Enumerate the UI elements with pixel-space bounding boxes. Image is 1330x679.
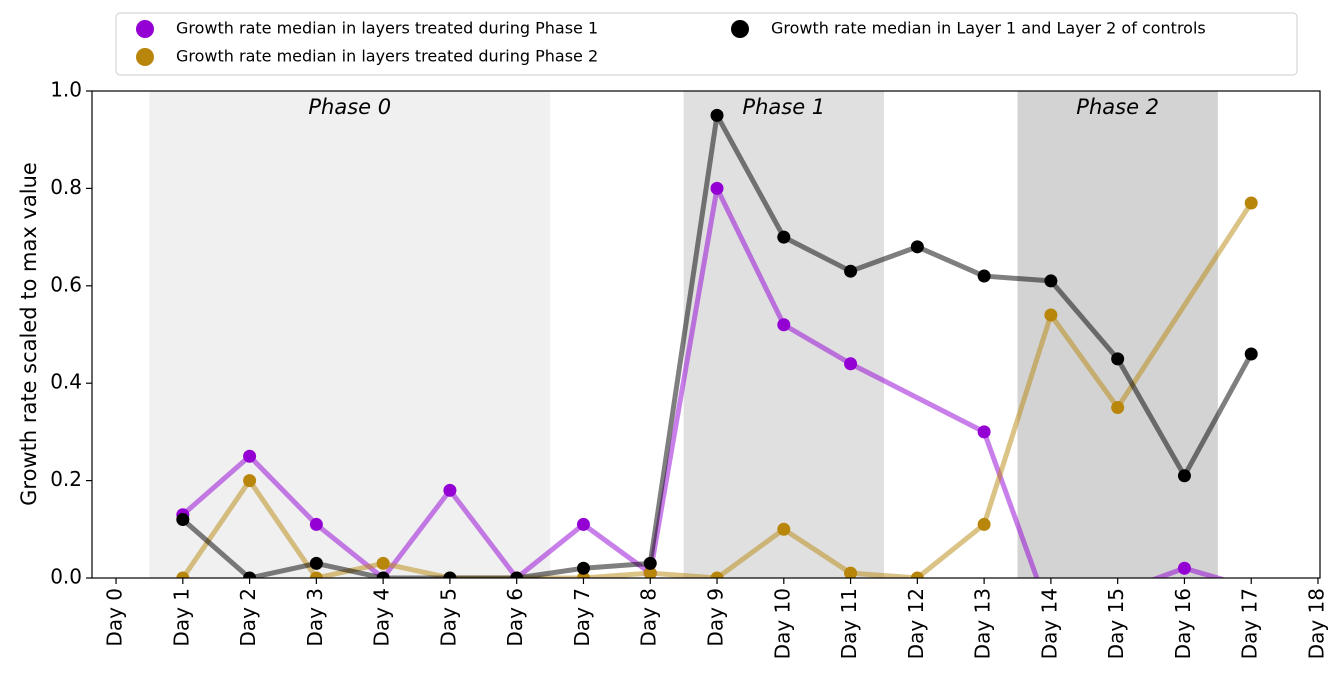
y-tick-label: 0.4 xyxy=(50,370,82,394)
x-tick-label: Day 6 xyxy=(503,588,527,647)
x-tick-label: Day 2 xyxy=(236,588,260,647)
data-point xyxy=(977,425,991,439)
data-point xyxy=(176,571,190,578)
data-point xyxy=(977,517,991,531)
x-tick-label: Day 0 xyxy=(103,588,127,647)
phase-span xyxy=(683,91,884,578)
x-tick-label: Day 8 xyxy=(637,588,661,647)
x-tick-label: Day 3 xyxy=(303,588,327,647)
legend-label: Growth rate median in layers treated dur… xyxy=(176,47,598,66)
plot-background xyxy=(149,91,1218,578)
x-tick-label: Day 15 xyxy=(1104,588,1128,659)
x-tick-label: Day 9 xyxy=(704,588,728,647)
phase-span xyxy=(149,91,551,578)
data-point xyxy=(1244,347,1258,361)
legend-marker xyxy=(136,20,154,38)
data-point xyxy=(510,571,524,578)
data-point xyxy=(1244,196,1258,210)
phase-span xyxy=(1017,91,1218,578)
data-point xyxy=(309,571,323,578)
data-point xyxy=(309,556,323,570)
data-point xyxy=(977,269,991,283)
y-tick-label: 1.0 xyxy=(50,78,82,102)
data-point xyxy=(710,108,724,122)
plot-marks xyxy=(176,108,1258,578)
data-point xyxy=(309,517,323,531)
data-point xyxy=(576,517,590,531)
x-tick-label: Day 1 xyxy=(169,588,193,647)
legend-label: Growth rate median in layers treated dur… xyxy=(176,19,598,38)
y-axis-label: Growth rate scaled to max value xyxy=(17,162,41,506)
data-point xyxy=(576,561,590,575)
data-point xyxy=(443,483,457,497)
data-point xyxy=(1044,274,1058,288)
data-point xyxy=(844,357,858,371)
data-point xyxy=(1111,352,1125,366)
legend-label: Growth rate median in Layer 1 and Layer … xyxy=(771,19,1206,38)
data-point xyxy=(643,556,657,570)
x-tick-label: Day 13 xyxy=(971,588,995,659)
phase-label: Phase 2 xyxy=(1076,95,1159,119)
data-point xyxy=(777,318,791,332)
y-tick-label: 0.8 xyxy=(50,175,82,199)
plot-frame xyxy=(91,90,1321,579)
x-tick-label: Day 10 xyxy=(770,588,794,659)
data-point xyxy=(844,264,858,278)
data-point xyxy=(1044,308,1058,322)
y-tick-label: 0.6 xyxy=(50,272,82,296)
data-point xyxy=(443,571,457,578)
legend-marker xyxy=(731,20,749,38)
data-point xyxy=(1111,401,1125,415)
y-tick-label: 0.0 xyxy=(50,565,82,589)
data-point xyxy=(376,556,390,570)
x-tick-label: Day 5 xyxy=(436,588,460,647)
data-point xyxy=(643,566,657,578)
data-point xyxy=(1177,469,1191,483)
data-point xyxy=(1177,561,1191,575)
legend-box xyxy=(115,12,1298,76)
data-point xyxy=(710,181,724,195)
data-point xyxy=(710,571,724,578)
data-point xyxy=(844,566,858,578)
data-point xyxy=(243,474,257,488)
x-tick-label: Day 11 xyxy=(837,588,861,659)
x-tick-label: Day 17 xyxy=(1238,588,1262,659)
data-point xyxy=(777,230,791,244)
phase-label: Phase 0 xyxy=(308,95,391,119)
data-point xyxy=(243,449,257,463)
data-point xyxy=(376,571,390,578)
data-point xyxy=(910,240,924,254)
data-point xyxy=(243,571,257,578)
x-tick-label: Day 7 xyxy=(570,588,594,647)
x-tick-label: Day 16 xyxy=(1171,588,1195,659)
phase-label: Phase 1 xyxy=(742,95,825,119)
data-point xyxy=(176,513,190,527)
legend-marker xyxy=(136,48,154,66)
data-point xyxy=(910,571,924,578)
x-tick-label: Day 12 xyxy=(904,588,928,659)
x-tick-label: Day 18 xyxy=(1304,588,1328,659)
series-line xyxy=(181,185,1227,578)
x-tick-label: Day 4 xyxy=(370,588,394,647)
x-tick-label: Day 14 xyxy=(1037,588,1061,659)
data-point xyxy=(777,522,791,536)
y-tick-label: 0.2 xyxy=(50,467,82,491)
